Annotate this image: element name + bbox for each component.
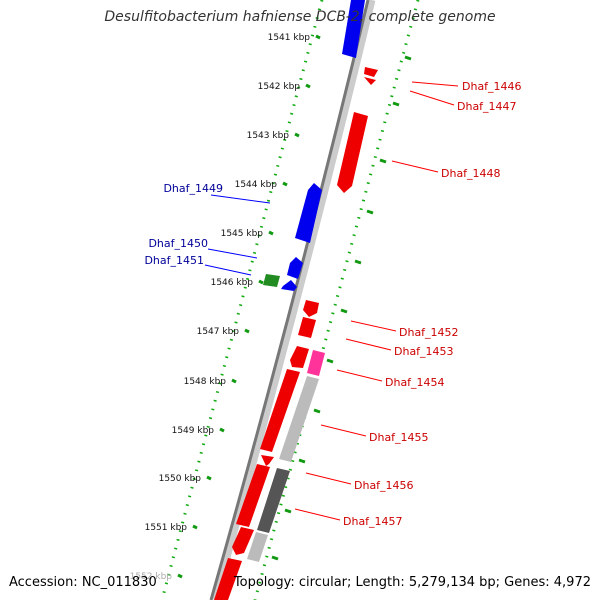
tick-label: 1542 kbp: [258, 82, 301, 92]
tick-mark: [313, 408, 321, 414]
genome-backbone-shadow: [211, 0, 376, 600]
gene-labels: Dhaf_1449 Dhaf_1450 Dhaf_1451 Dhaf_1446 Dhaf…: [144, 80, 521, 528]
gene-block-1456-gray[interactable]: [257, 468, 290, 533]
tick-label: 1547 kbp: [197, 327, 240, 337]
tick-mark: [231, 378, 237, 384]
gene-label-leader: [305, 472, 352, 485]
tick-mark: [366, 209, 374, 215]
gene-label[interactable]: Dhaf_1453: [394, 345, 454, 358]
tick-mark: [298, 458, 306, 464]
gene-label-leader: [320, 424, 367, 437]
tick-mark: [354, 259, 362, 265]
gene-block-1450[interactable]: [287, 257, 303, 279]
gene-label-leader: [207, 248, 258, 259]
gene-label[interactable]: Dhaf_1457: [343, 515, 403, 528]
gene-label[interactable]: Dhaf_1449: [163, 182, 223, 195]
gene-block-1447[interactable]: [364, 77, 376, 85]
gene-block-1451[interactable]: [281, 280, 297, 291]
tick-label: 1548 kbp: [184, 377, 227, 387]
tick-mark: [315, 34, 321, 40]
tick-label: 1552 kbp: [130, 572, 173, 582]
tick-mark: [379, 158, 387, 164]
tick-label: 1544 kbp: [235, 180, 278, 190]
gene-label-leader: [411, 81, 459, 87]
gene-label[interactable]: Dhaf_1455: [369, 431, 429, 444]
gene-label-leader: [336, 369, 383, 382]
tick-marks: 1541 kbp 1542 kbp 1543 kbp 1544 kbp 1545 kbp…: [130, 33, 412, 582]
gene-label[interactable]: Dhaf_1454: [385, 376, 445, 389]
gene-block-1453[interactable]: [298, 317, 316, 338]
gene-label[interactable]: Dhaf_1446: [462, 80, 522, 93]
tick-label: 1549 kbp: [172, 426, 215, 436]
tick-mark: [206, 475, 212, 481]
gene-block-1457[interactable]: [232, 527, 254, 555]
tick-mark: [244, 328, 250, 334]
gene-block-1446[interactable]: [364, 67, 378, 77]
gene-label-leader: [345, 338, 392, 351]
gene-label-leader: [210, 194, 271, 204]
gene-label[interactable]: Dhaf_1450: [148, 237, 208, 250]
genome-backbone: [209, 0, 370, 600]
gene-label-leader: [391, 160, 439, 173]
gene-block-1456[interactable]: [236, 464, 270, 527]
gene-label[interactable]: Dhaf_1456: [354, 479, 414, 492]
tick-mark: [404, 55, 412, 61]
tick-mark: [177, 573, 183, 579]
gene-block-1457-gray[interactable]: [247, 532, 268, 562]
gene-label[interactable]: Dhaf_1447: [457, 100, 517, 113]
gene-block-top-reverse[interactable]: [342, 0, 365, 58]
tick-mark: [192, 524, 198, 530]
gene-block-1448[interactable]: [337, 112, 368, 193]
tick-label: 1551 kbp: [145, 523, 188, 533]
gene-label-leader: [294, 508, 341, 521]
genome-summary: Topology: circular; Length: 5,279,134 bp…: [233, 575, 591, 590]
tick-mark: [340, 308, 348, 314]
tick-mark: [326, 358, 334, 364]
reverse-strand-genes: [263, 0, 365, 291]
tick-mark: [294, 132, 300, 138]
tick-label: 1543 kbp: [247, 131, 290, 141]
tick-mark: [268, 230, 274, 236]
tick-mark: [392, 101, 400, 107]
tick-mark: [305, 83, 311, 89]
gene-block-red-2[interactable]: [261, 455, 274, 466]
tick-label: 1546 kbp: [211, 278, 254, 288]
tick-mark: [219, 427, 225, 433]
tick-label: 1545 kbp: [221, 229, 264, 239]
gene-label[interactable]: Dhaf_1451: [144, 254, 204, 267]
tick-mark: [282, 181, 288, 187]
tick-mark: [271, 555, 279, 561]
tick-mark: [284, 508, 292, 514]
tick-label: 1550 kbp: [159, 474, 202, 484]
tick-mark: [258, 279, 264, 285]
gene-block-1454[interactable]: [307, 350, 325, 376]
gene-label-leaders: [204, 81, 459, 521]
gene-block-red-1[interactable]: [290, 346, 309, 368]
gene-block-rna[interactable]: [263, 274, 280, 287]
accession-label: Accession: NC_011830: [9, 575, 157, 590]
gene-block-1455-gray[interactable]: [279, 376, 319, 462]
genome-title: Desulfitobacterium hafniense DCB-2, comp…: [104, 9, 496, 25]
gene-label-leader: [409, 90, 455, 106]
forward-strand-genes: [214, 67, 378, 600]
gene-label[interactable]: Dhaf_1448: [441, 167, 501, 180]
gene-block-1455[interactable]: [260, 369, 300, 452]
gene-label-leader: [350, 320, 397, 332]
gene-label-leader: [204, 264, 252, 276]
gene-block-1449[interactable]: [295, 183, 322, 243]
gene-block-1452[interactable]: [303, 300, 319, 317]
tick-label: 1541 kbp: [268, 33, 311, 43]
gene-label[interactable]: Dhaf_1452: [399, 326, 459, 339]
gene-block-bottom-forward[interactable]: [214, 558, 242, 600]
